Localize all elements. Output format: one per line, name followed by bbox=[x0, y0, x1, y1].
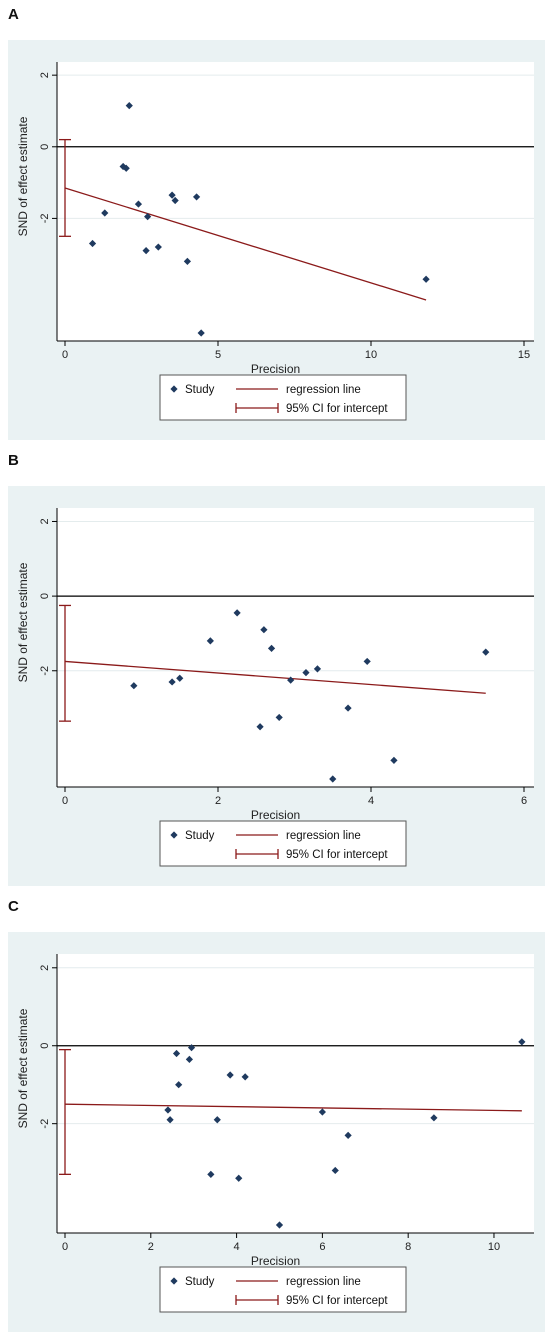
legend-ci-label: 95% CI for intercept bbox=[286, 403, 388, 415]
regression-line bbox=[64, 187, 427, 301]
panel-b: B 0 2 4 6 -2 0 2 Precision SND of effect estimat… bbox=[0, 446, 553, 892]
x-tick-label: 15 bbox=[518, 349, 530, 361]
x-tick-label: 5 bbox=[215, 349, 221, 361]
study-point bbox=[422, 275, 430, 283]
study-point bbox=[101, 209, 109, 217]
x-tick-label: 4 bbox=[368, 795, 374, 807]
study-point bbox=[144, 213, 152, 221]
study-point bbox=[363, 657, 371, 666]
study-point bbox=[430, 1114, 438, 1122]
y-tick-label: -2 bbox=[39, 214, 51, 224]
study-point bbox=[130, 682, 138, 690]
study-point bbox=[172, 1049, 181, 1058]
study-point bbox=[192, 193, 201, 201]
x-tick-label: 8 bbox=[405, 1241, 411, 1253]
y-axis-title: SND of effect estimate bbox=[16, 562, 30, 682]
study-point bbox=[122, 164, 130, 172]
study-point bbox=[166, 1116, 174, 1124]
study-point bbox=[260, 626, 268, 634]
x-tick-label: 0 bbox=[62, 795, 68, 807]
chart-b: 0 2 4 6 -2 0 2 Precision SND of effect estimate S… bbox=[8, 486, 545, 886]
y-tick-label: -2 bbox=[39, 666, 51, 676]
study-point bbox=[176, 674, 184, 682]
legend-study-label: Study bbox=[185, 384, 215, 396]
study-point bbox=[171, 196, 179, 205]
study-point bbox=[287, 676, 295, 684]
y-tick-label: 0 bbox=[39, 1043, 51, 1049]
legend-study-label: Study bbox=[185, 830, 215, 842]
x-tick-label: 6 bbox=[319, 1241, 325, 1253]
study-point bbox=[256, 723, 264, 731]
x-tick-label: 2 bbox=[148, 1241, 154, 1253]
study-point bbox=[134, 200, 143, 208]
x-tick-label: 10 bbox=[365, 349, 377, 361]
legend-box bbox=[159, 1266, 407, 1313]
y-tick-label: 0 bbox=[39, 593, 51, 599]
study-point bbox=[390, 756, 398, 764]
legend-regression-label: regression line bbox=[286, 1276, 361, 1288]
y-tick-label: 2 bbox=[39, 518, 51, 524]
x-tick-label: 0 bbox=[62, 349, 68, 361]
panel-label-a: A bbox=[8, 6, 19, 23]
legend-box bbox=[159, 820, 407, 867]
x-tick-label: 0 bbox=[62, 1241, 68, 1253]
x-tick-label: 4 bbox=[234, 1241, 240, 1253]
legend-ci-label: 95% CI for intercept bbox=[286, 1295, 388, 1307]
plot-area bbox=[57, 508, 534, 787]
study-point bbox=[518, 1038, 526, 1046]
study-point bbox=[142, 247, 150, 255]
y-axis-title: SND of effect estimate bbox=[16, 116, 30, 236]
study-point bbox=[125, 102, 133, 110]
chart-a: 0 5 10 15 -2 0 2 Precision SND of effect estimat… bbox=[8, 40, 545, 440]
x-axis-title: Precision bbox=[251, 1254, 300, 1268]
study-point bbox=[207, 1170, 215, 1178]
y-tick-label: 2 bbox=[39, 965, 51, 971]
study-point bbox=[183, 257, 191, 265]
legend-study-label: Study bbox=[185, 1276, 215, 1288]
legend-regression-label: regression line bbox=[286, 830, 361, 842]
panel-label-b: B bbox=[8, 452, 19, 469]
panel-c: C 0 2 4 6 8 10 -2 0 2 Precision SND of effect esti… bbox=[0, 892, 553, 1338]
plot-area bbox=[57, 62, 534, 341]
y-tick-label: -2 bbox=[39, 1119, 51, 1129]
study-point bbox=[226, 1071, 234, 1079]
legend-ci-label: 95% CI for intercept bbox=[286, 849, 388, 861]
study-point bbox=[175, 1081, 183, 1089]
y-tick-label: 0 bbox=[39, 144, 51, 150]
y-axis-title: SND of effect estimate bbox=[16, 1008, 30, 1128]
study-point bbox=[329, 775, 337, 783]
x-axis-title: Precision bbox=[251, 362, 300, 376]
y-tick-label: 2 bbox=[39, 72, 51, 78]
x-tick-label: 10 bbox=[488, 1241, 500, 1253]
legend-study-marker bbox=[170, 831, 178, 839]
study-point bbox=[88, 239, 97, 248]
x-tick-label: 6 bbox=[521, 795, 527, 807]
x-axis-title: Precision bbox=[251, 808, 300, 822]
x-tick-label: 2 bbox=[215, 795, 221, 807]
study-point bbox=[154, 243, 162, 251]
panel-a: A 0 5 10 15 -2 0 2 Precision SND of effect estim… bbox=[0, 0, 553, 446]
study-point bbox=[164, 1106, 172, 1114]
study-point bbox=[275, 713, 283, 722]
chart-c: 0 2 4 6 8 10 -2 0 2 Precision SND of effect estima… bbox=[8, 932, 545, 1332]
legend-box bbox=[159, 374, 407, 421]
study-point bbox=[241, 1073, 249, 1081]
study-point bbox=[233, 609, 241, 617]
panel-label-c: C bbox=[8, 898, 19, 915]
study-point bbox=[168, 191, 176, 199]
study-point bbox=[213, 1116, 221, 1124]
study-point bbox=[318, 1108, 326, 1116]
legend-study-marker bbox=[170, 385, 178, 393]
regression-line bbox=[64, 660, 486, 694]
regression-line bbox=[64, 1103, 522, 1112]
plot-area bbox=[57, 954, 534, 1233]
study-point bbox=[235, 1174, 243, 1182]
study-point bbox=[344, 704, 352, 712]
legend-regression-label: regression line bbox=[286, 384, 361, 396]
study-point bbox=[197, 329, 205, 337]
